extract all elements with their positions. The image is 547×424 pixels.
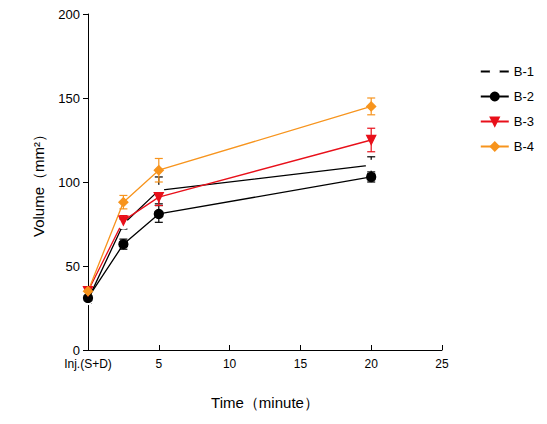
svg-text:B-1: B-1 xyxy=(514,64,534,79)
svg-text:Inj.(S+D): Inj.(S+D) xyxy=(64,357,112,371)
svg-text:25: 25 xyxy=(435,357,449,371)
svg-text:200: 200 xyxy=(58,7,80,22)
svg-text:Time（minute）: Time（minute） xyxy=(211,394,319,411)
svg-text:B-2: B-2 xyxy=(514,89,534,104)
svg-text:15: 15 xyxy=(294,357,308,371)
svg-text:150: 150 xyxy=(58,91,80,106)
svg-text:0: 0 xyxy=(73,343,80,358)
svg-text:10: 10 xyxy=(223,357,237,371)
svg-text:B-3: B-3 xyxy=(514,114,534,129)
svg-text:B-4: B-4 xyxy=(514,139,534,154)
svg-text:50: 50 xyxy=(66,259,80,274)
svg-text:Volume（mm²）: Volume（mm²） xyxy=(30,127,47,237)
svg-text:5: 5 xyxy=(155,357,162,371)
svg-text:20: 20 xyxy=(365,357,379,371)
svg-text:100: 100 xyxy=(58,175,80,190)
